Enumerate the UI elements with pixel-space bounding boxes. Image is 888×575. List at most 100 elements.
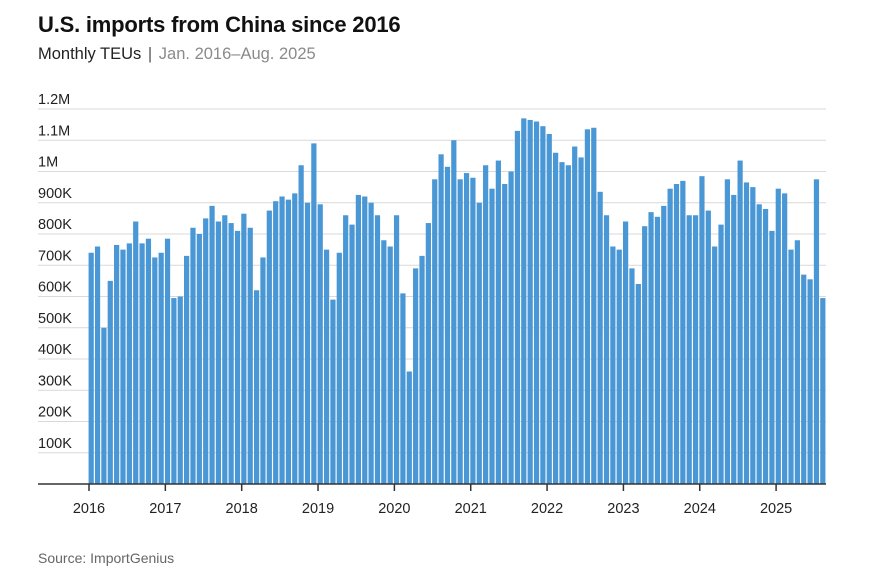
x-tick-label: 2022 [531, 501, 563, 517]
bar [222, 215, 228, 484]
bar [540, 126, 546, 484]
bar [152, 257, 158, 484]
subtitle-separator: | [147, 45, 153, 63]
bar [133, 221, 139, 484]
bar [731, 194, 737, 484]
x-tick-label: 2025 [760, 501, 792, 517]
bar [323, 249, 330, 485]
bar [769, 230, 775, 484]
bar-chart: 100K 200K 300K 400K 500K 600K 700K 800K 900K 1M 1.… [38, 92, 826, 517]
bar [413, 268, 419, 485]
bar [629, 268, 635, 485]
bar [241, 213, 247, 484]
y-tick-label: 800K [38, 217, 72, 233]
bar [438, 154, 444, 484]
bar [750, 187, 756, 485]
bar [591, 127, 597, 484]
bar [495, 160, 501, 484]
bar [635, 284, 641, 484]
bar [94, 246, 101, 484]
bar [317, 204, 323, 484]
bar [508, 171, 514, 484]
bar [724, 179, 730, 484]
bar [393, 215, 400, 484]
bar-series [88, 118, 826, 485]
bar [470, 177, 476, 484]
bar [756, 204, 762, 484]
x-tick-label: 2024 [684, 501, 716, 517]
bar [712, 246, 718, 484]
bar [743, 182, 750, 484]
bar [292, 193, 298, 485]
bar [196, 234, 202, 484]
bar [673, 184, 680, 484]
bar [164, 238, 171, 484]
bar [444, 166, 451, 484]
bar [775, 188, 781, 484]
bar [266, 210, 272, 484]
bar [597, 191, 603, 484]
bar [718, 224, 724, 485]
bar [667, 188, 673, 484]
bar [171, 298, 177, 484]
bar [425, 223, 431, 484]
bar [794, 240, 800, 484]
bar [457, 179, 463, 484]
bar [565, 165, 571, 484]
bar [820, 298, 826, 484]
y-tick-label: 900K [38, 186, 72, 202]
bar [686, 215, 692, 484]
bar [533, 121, 540, 484]
bar [514, 130, 521, 485]
bar [642, 226, 648, 484]
bar [114, 244, 120, 484]
source-note: Source: ImportGenius [38, 550, 175, 566]
bar [158, 252, 164, 484]
bar [476, 202, 482, 484]
bar [304, 202, 311, 484]
bar [139, 243, 145, 484]
bar [203, 218, 209, 485]
subtitle-unit: Monthly TEUs [38, 45, 142, 63]
bar [584, 129, 591, 484]
bar [546, 134, 552, 484]
bar [260, 257, 266, 484]
bar [253, 290, 260, 484]
bar [432, 179, 438, 484]
bar [661, 205, 667, 485]
x-tick-label: 2017 [149, 501, 181, 517]
y-tick-label: 1.1M [38, 123, 70, 139]
bar [184, 255, 190, 484]
bar [311, 143, 317, 485]
bar [489, 188, 495, 484]
bar [502, 184, 508, 484]
bar [247, 227, 253, 484]
bar [362, 196, 368, 484]
y-tick-label: 300K [38, 373, 72, 389]
bar [336, 252, 342, 484]
bar [209, 205, 215, 485]
bar [451, 140, 457, 484]
bar [177, 296, 183, 484]
y-tick-label: 200K [38, 405, 72, 421]
bar [374, 215, 381, 484]
y-tick-label: 400K [38, 342, 72, 358]
bar [622, 221, 629, 484]
bar [654, 216, 661, 484]
y-tick-label: 100K [38, 436, 72, 452]
bar [788, 249, 794, 485]
y-tick-label: 600K [38, 280, 72, 296]
bar [699, 176, 705, 484]
bar [298, 165, 304, 484]
bar [126, 243, 132, 484]
bar [483, 165, 489, 484]
bar [330, 299, 336, 485]
bar [120, 249, 126, 485]
bar [355, 194, 361, 484]
bar [813, 179, 820, 484]
x-tick-label: 2020 [378, 501, 410, 517]
x-tick-label: 2019 [302, 501, 334, 517]
bar [680, 180, 686, 485]
y-tick-label: 700K [38, 248, 72, 264]
bar [285, 199, 292, 485]
